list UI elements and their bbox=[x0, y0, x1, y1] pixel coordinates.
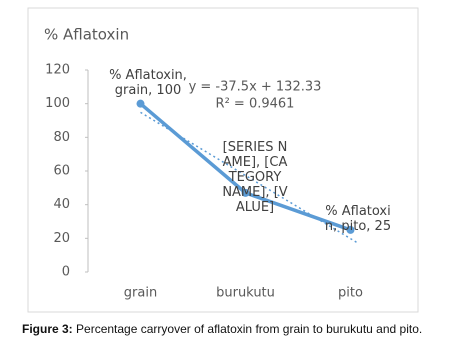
chart-title: % Aflatoxin bbox=[44, 26, 129, 44]
data-point bbox=[241, 188, 250, 197]
data-label: [SERIES NAME], [CATEGORY NAME], [VALUE] bbox=[222, 140, 288, 215]
y-tick-label: 60 bbox=[53, 164, 70, 179]
data-point bbox=[136, 99, 145, 108]
x-tick-label: pito bbox=[338, 286, 363, 301]
caption: Figure 3: Percentage carryover of aflato… bbox=[22, 322, 462, 336]
trendline-equation: y = -37.5x + 132.33 bbox=[189, 80, 322, 95]
data-point bbox=[346, 225, 355, 234]
y-tick-label: 20 bbox=[53, 231, 70, 246]
caption-label: Figure 3: bbox=[22, 322, 73, 336]
trendline-r2: R² = 0.9461 bbox=[216, 97, 295, 112]
data-label: % Aflatoxin, grain, 100 bbox=[109, 68, 187, 98]
caption-text: Percentage carryover of aflatoxin from g… bbox=[76, 322, 423, 336]
y-tick-label: 0 bbox=[62, 265, 70, 280]
x-tick-label: burukutu bbox=[216, 286, 275, 301]
y-tick-label: 40 bbox=[53, 197, 70, 212]
y-tick-label: 100 bbox=[45, 96, 70, 111]
x-tick-label: grain bbox=[124, 286, 157, 301]
chart-frame bbox=[27, 7, 419, 313]
y-tick-label: 80 bbox=[53, 130, 70, 145]
data-label: % Aflatoxin, pito, 25 bbox=[324, 204, 392, 234]
y-tick-label: 120 bbox=[45, 63, 70, 78]
